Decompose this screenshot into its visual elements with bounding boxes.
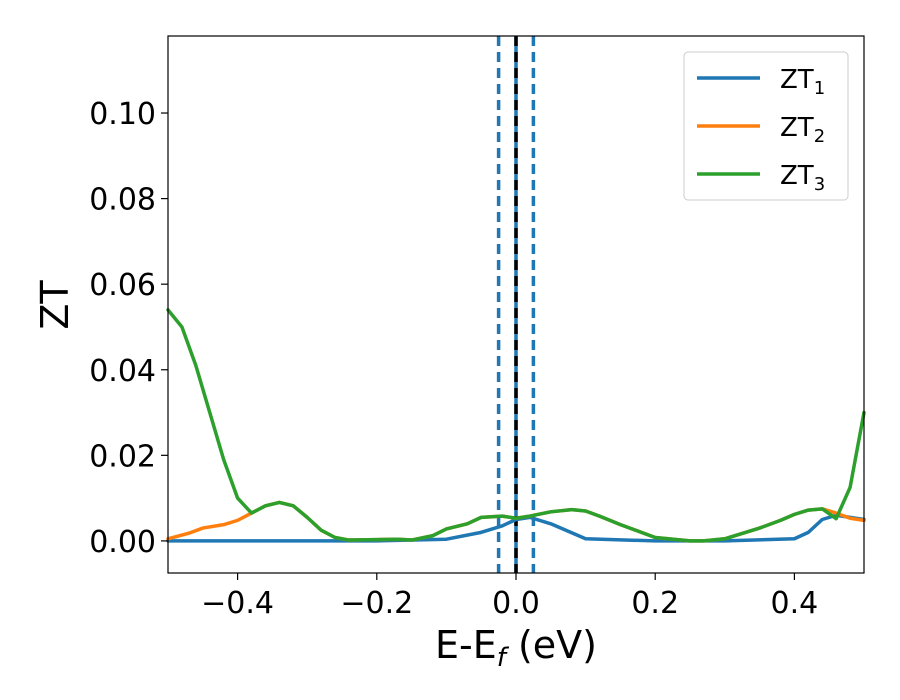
legend: ZT1 ZT2 ZT3 [683,51,849,201]
legend-label-2: ZT2 [780,113,825,147]
x-tick-label: 0.2 [631,586,679,621]
fermi-level-markers [496,36,536,573]
y-tick-label: 0.10 [89,97,156,132]
x-axis-label: E-Ef (eV) [435,623,597,673]
x-tick-label: 0.4 [771,586,819,621]
x-axis-ticks: −0.4 −0.2 0.0 0.2 0.4 [201,573,818,621]
y-tick-label: 0.00 [89,525,156,560]
series-lines [166,308,866,543]
series-line-1 [166,513,866,543]
y-tick-label: 0.08 [89,183,156,218]
series-line-3 [166,308,866,543]
y-tick-label: 0.06 [89,268,156,303]
y-axis-label: ZT [33,280,77,330]
legend-label-1: ZT1 [780,65,825,99]
y-axis-ticks: 0.00 0.02 0.04 0.06 0.08 0.10 [89,97,168,560]
y-tick-label: 0.02 [89,439,156,474]
legend-box [683,51,849,201]
x-tick-label: −0.4 [201,586,274,621]
x-tick-label: −0.2 [340,586,413,621]
x-tick-label: 0.0 [492,586,540,621]
legend-label-3: ZT3 [780,161,825,195]
y-tick-label: 0.04 [89,354,156,389]
legend-entries: ZT1 ZT2 ZT3 [697,65,825,195]
